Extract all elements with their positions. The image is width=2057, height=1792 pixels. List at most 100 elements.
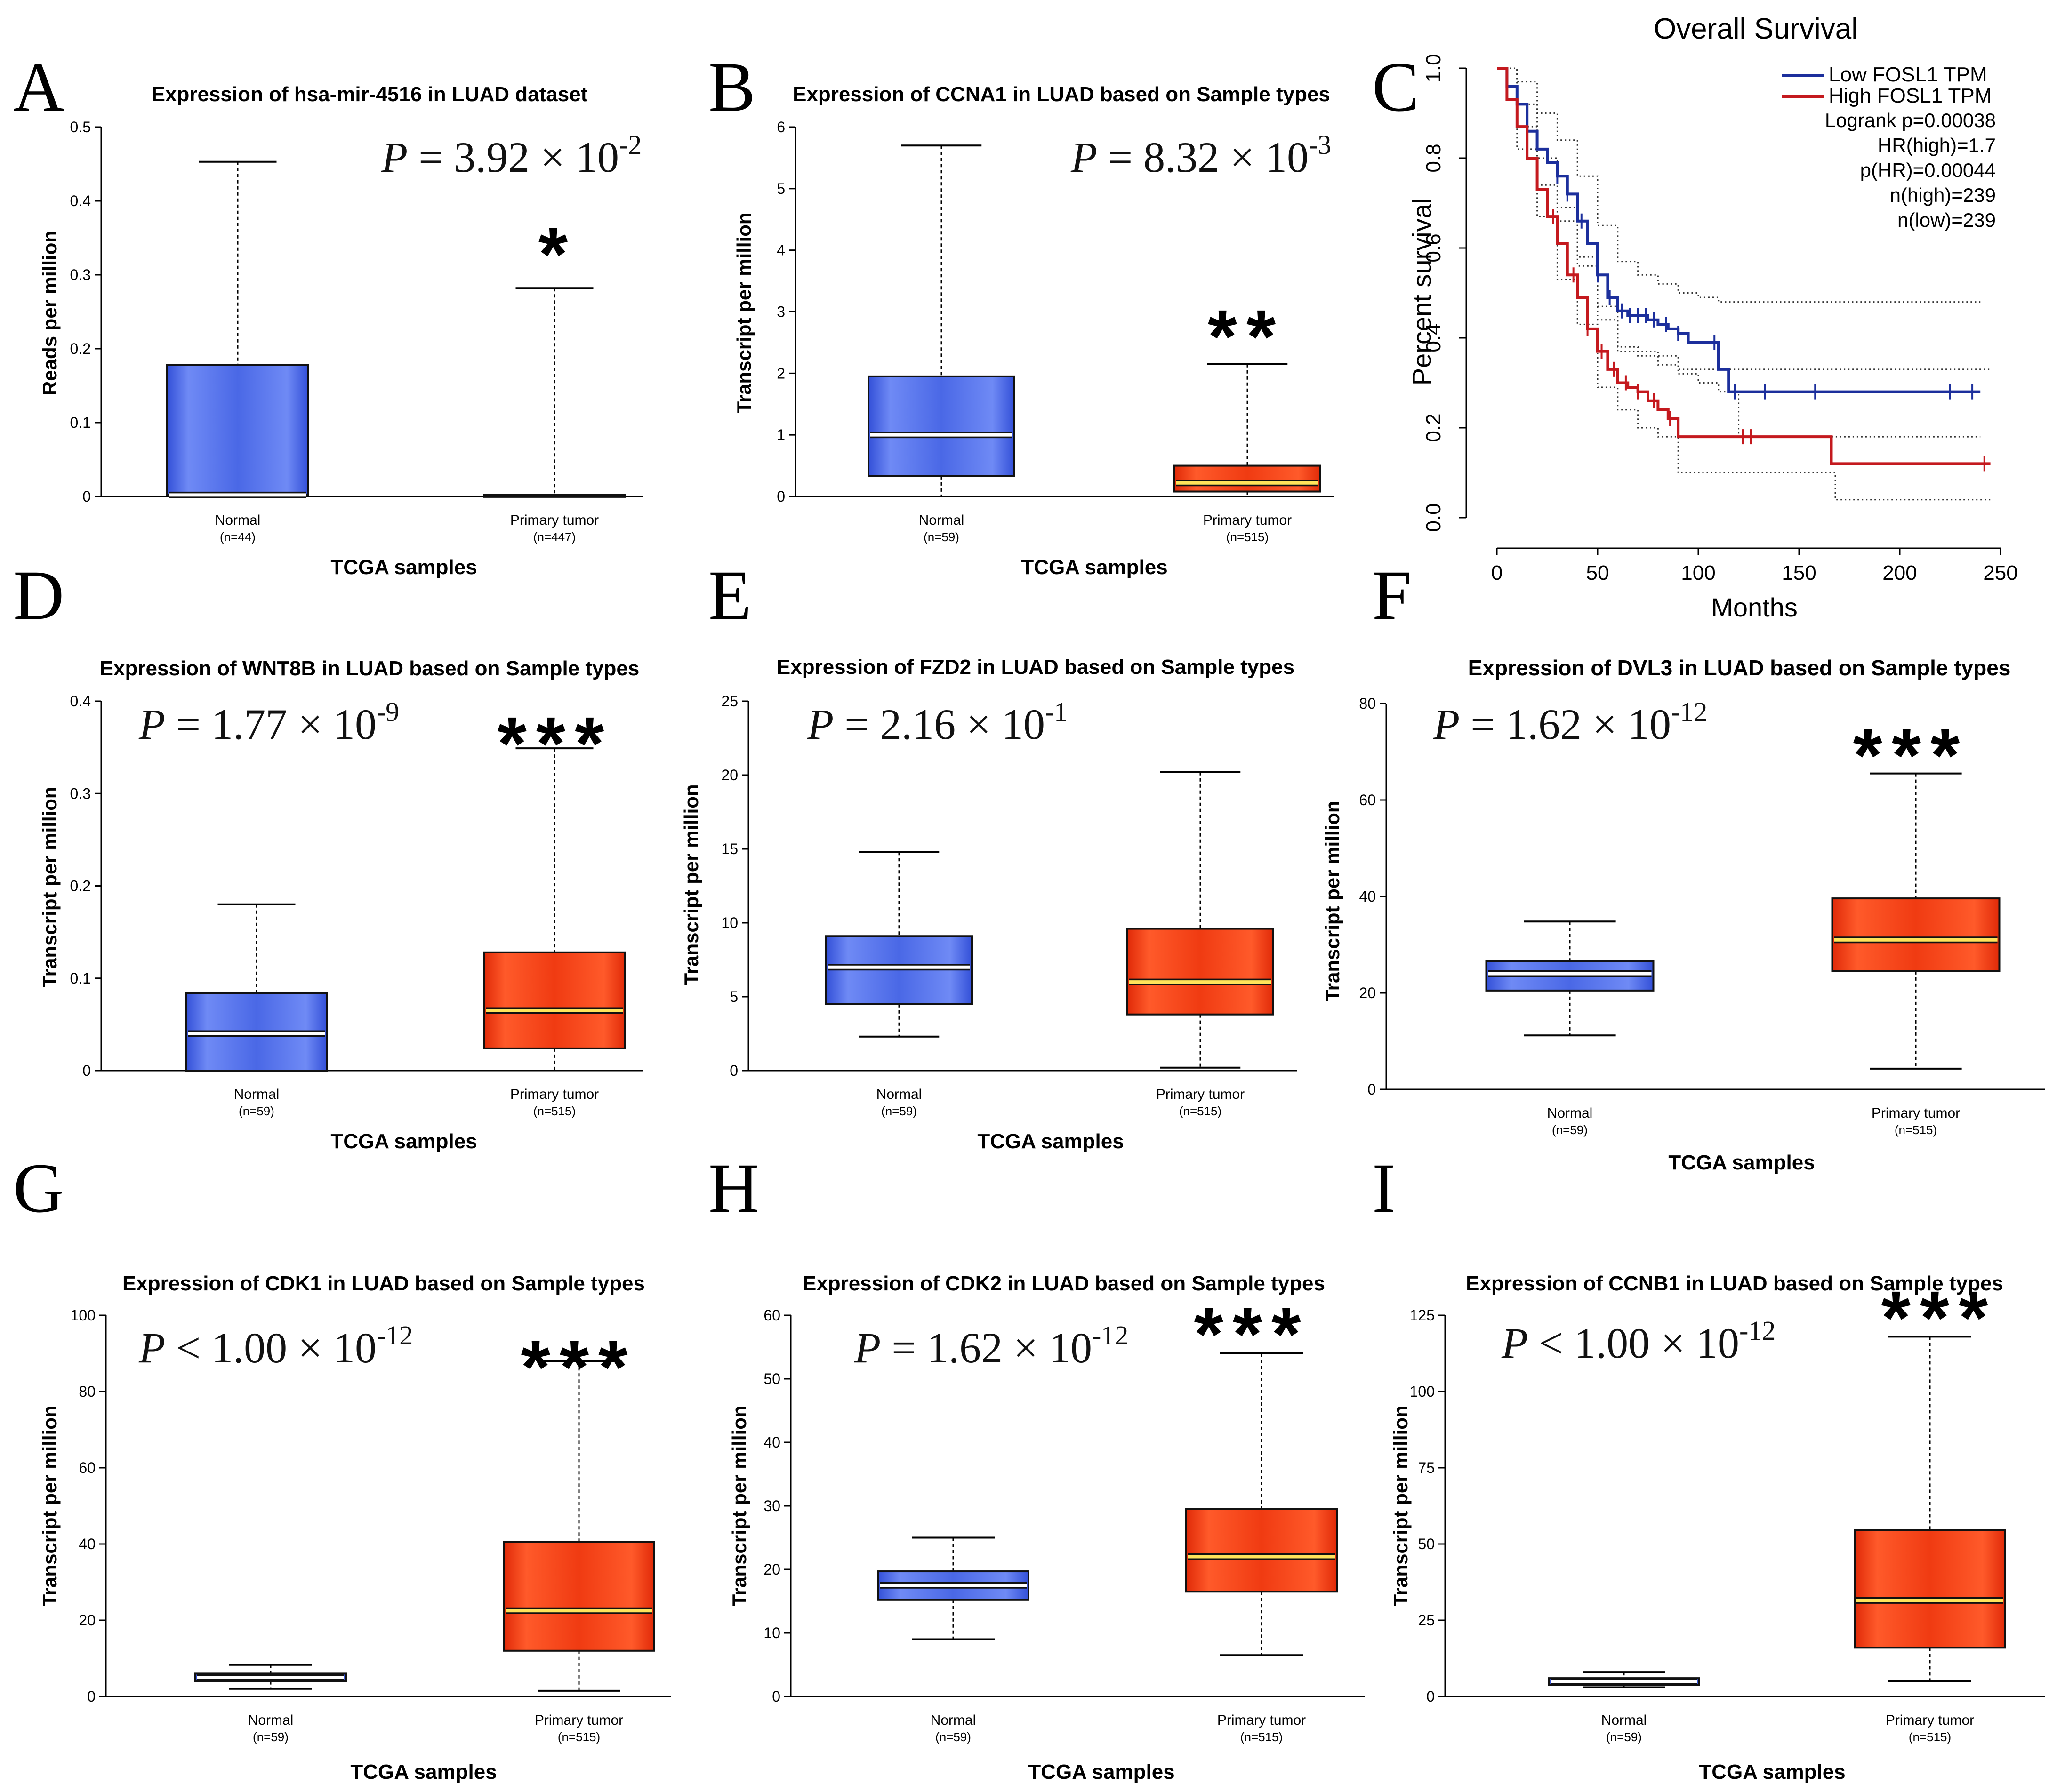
- p-value-exponent: -9: [377, 696, 399, 727]
- y-tick-label: 0: [1367, 1081, 1376, 1098]
- y-axis-label: Transcript per million: [733, 212, 755, 413]
- x-category-n: (n=515): [533, 1104, 576, 1118]
- p-value-exponent: -12: [1739, 1315, 1776, 1346]
- x-axis-label: TCGA samples: [330, 1130, 477, 1153]
- y-tick-label: 50: [763, 1370, 780, 1387]
- y-tick-label: 25: [721, 693, 738, 710]
- stat-n-low: n(low)=239: [1897, 209, 1996, 231]
- p-value-text: = 2.16 × 10: [844, 700, 1045, 748]
- x-tick-label: 150: [1782, 561, 1816, 584]
- x-category-n: (n=59): [1606, 1730, 1642, 1744]
- x-category-n: (n=59): [924, 530, 959, 544]
- x-axis-label: TCGA samples: [977, 1130, 1124, 1153]
- panel-letter: I: [1372, 1149, 1396, 1227]
- y-tick-label: 100: [71, 1307, 96, 1324]
- box: [166, 364, 309, 496]
- x-category-label: Normal: [234, 1087, 280, 1102]
- p-value-exponent: -12: [1671, 696, 1707, 727]
- y-axis-label: Transcript per million: [1321, 800, 1343, 1001]
- panel-D: D Expression of WNT8B in LUAD based on S…: [13, 556, 643, 1153]
- p-value: P = 3.92 × 10-2: [381, 129, 642, 181]
- x-category-n: (n=515): [1226, 530, 1269, 544]
- y-tick-label: 15: [721, 840, 738, 857]
- y-tick-label: 60: [763, 1307, 780, 1324]
- y-tick-label: 25: [1418, 1612, 1435, 1629]
- stat-p-hr: p(HR)=0.00044: [1860, 159, 1996, 181]
- significance-stars: ***: [521, 1325, 637, 1409]
- y-axis-label: Transcript per million: [39, 786, 61, 987]
- chart-title: Expression of CDK2 in LUAD based on Samp…: [803, 1272, 1325, 1295]
- stat-hr: HR(high)=1.7: [1878, 134, 1996, 156]
- p-value: P < 1.00 × 10-12: [138, 1320, 413, 1372]
- significance-stars: ***: [1881, 1275, 1998, 1360]
- y-tick-label: 0.1: [70, 414, 91, 431]
- box: [1854, 1529, 2006, 1649]
- y-tick-label: 20: [79, 1612, 96, 1629]
- box: [483, 494, 626, 498]
- x-category-n: (n=515): [558, 1730, 600, 1744]
- confidence-interval: [1497, 67, 1991, 501]
- y-tick-label: 0: [87, 1688, 96, 1705]
- y-tick-label: 40: [79, 1536, 96, 1552]
- boxplot-A: 0 0.1 0.2 0.3 0.4 0.5 Normal (n=44) Primary tumo…: [70, 119, 643, 544]
- chart-title: Expression of CCNA1 in LUAD based on Sam…: [793, 83, 1330, 106]
- box: [483, 951, 626, 1049]
- x-category-label: Primary tumor: [1203, 512, 1292, 528]
- x-category-label: Primary tumor: [535, 1712, 623, 1728]
- y-tick-label: 0: [777, 488, 785, 505]
- x-category-label: Normal: [919, 512, 964, 528]
- x-category-label: Normal: [1547, 1105, 1593, 1121]
- y-tick-label: 0.2: [1422, 413, 1445, 442]
- y-axis-label: Transcript per million: [39, 1405, 61, 1606]
- significance-stars: ***: [498, 701, 614, 785]
- y-axis-label: Transcript per million: [728, 1405, 750, 1606]
- p-value-text: = 3.92 × 10: [418, 133, 619, 181]
- panel-F: F Expression of DVL3 in LUAD based on Sa…: [1321, 556, 2045, 1174]
- x-tick-label: 50: [1586, 561, 1609, 584]
- boxplot-F: 0 20 40 60 80 Normal (n=59) Primary tumor (n=515…: [1359, 695, 2045, 1137]
- chart-title: Expression of CCNB1 in LUAD based on Sam…: [1466, 1272, 2003, 1295]
- boxplot-H: 0 10 20 30 40 50 60 Normal (n=59) Primary tumor (n…: [763, 1307, 1365, 1744]
- y-tick-label: 125: [1410, 1307, 1435, 1324]
- y-axis-label: Transcript per million: [680, 784, 702, 985]
- y-tick-label: 0: [1426, 1688, 1435, 1705]
- y-tick-label: 0.4: [70, 192, 91, 209]
- y-tick-label: 10: [763, 1624, 780, 1641]
- legend-label-low: Low FOSL1 TPM: [1829, 63, 1987, 86]
- x-category-label: Normal: [215, 512, 261, 528]
- chart-title: Expression of CDK1 in LUAD based on Samp…: [122, 1272, 645, 1295]
- confidence-interval: [1497, 67, 1991, 370]
- y-tick-label: 0.1: [70, 970, 91, 987]
- p-value-text: = 1.62 × 10: [1470, 700, 1671, 748]
- y-tick-label: 0.4: [1422, 323, 1445, 352]
- x-category-n: (n=59): [253, 1730, 289, 1744]
- panel-I: I Expression of CCNB1 in LUAD based on S…: [1372, 1149, 2045, 1784]
- x-tick-label: 200: [1882, 561, 1917, 584]
- survival-curve: [1497, 67, 1981, 393]
- box: [1831, 897, 2001, 972]
- x-axis-label: TCGA samples: [1028, 1760, 1174, 1784]
- y-tick-label: 0.2: [70, 878, 91, 895]
- boxplot-B: 0 1 2 3 4 5 6 Normal (n=59) Primary tumor (n=515): [777, 119, 1334, 544]
- panel-E: E Expression of FZD2 in LUAD based on Sa…: [680, 556, 1297, 1153]
- y-tick-label: 100: [1410, 1383, 1435, 1400]
- y-tick-label: 2: [777, 365, 785, 382]
- panel-letter: E: [708, 556, 752, 634]
- y-tick-label: 0: [730, 1062, 738, 1079]
- x-tick-label: 100: [1681, 561, 1715, 584]
- boxplot-E: 0 5 10 15 20 25 Normal (n=59) Primary tumor (n=51…: [721, 693, 1297, 1118]
- chart-title: Overall Survival: [1654, 13, 1858, 45]
- y-axis-label: Reads per million: [39, 231, 61, 395]
- p-value: P = 1.62 × 10-12: [854, 1320, 1128, 1372]
- x-category-label: Primary tumor: [1217, 1712, 1306, 1728]
- x-category-label: Primary tumor: [1872, 1105, 1960, 1121]
- y-tick-label: 0: [772, 1688, 780, 1705]
- y-tick-label: 6: [777, 119, 785, 136]
- x-category-n: (n=59): [239, 1104, 274, 1118]
- box: [1185, 1508, 1338, 1593]
- x-category-label: Normal: [931, 1712, 976, 1728]
- panel-A: A Expression of hsa-mir-4516 in LUAD dat…: [13, 48, 643, 579]
- chart-title: Expression of FZD2 in LUAD based on Samp…: [777, 656, 1294, 679]
- y-tick-label: 0.3: [70, 785, 91, 802]
- y-tick-label: 60: [79, 1459, 96, 1476]
